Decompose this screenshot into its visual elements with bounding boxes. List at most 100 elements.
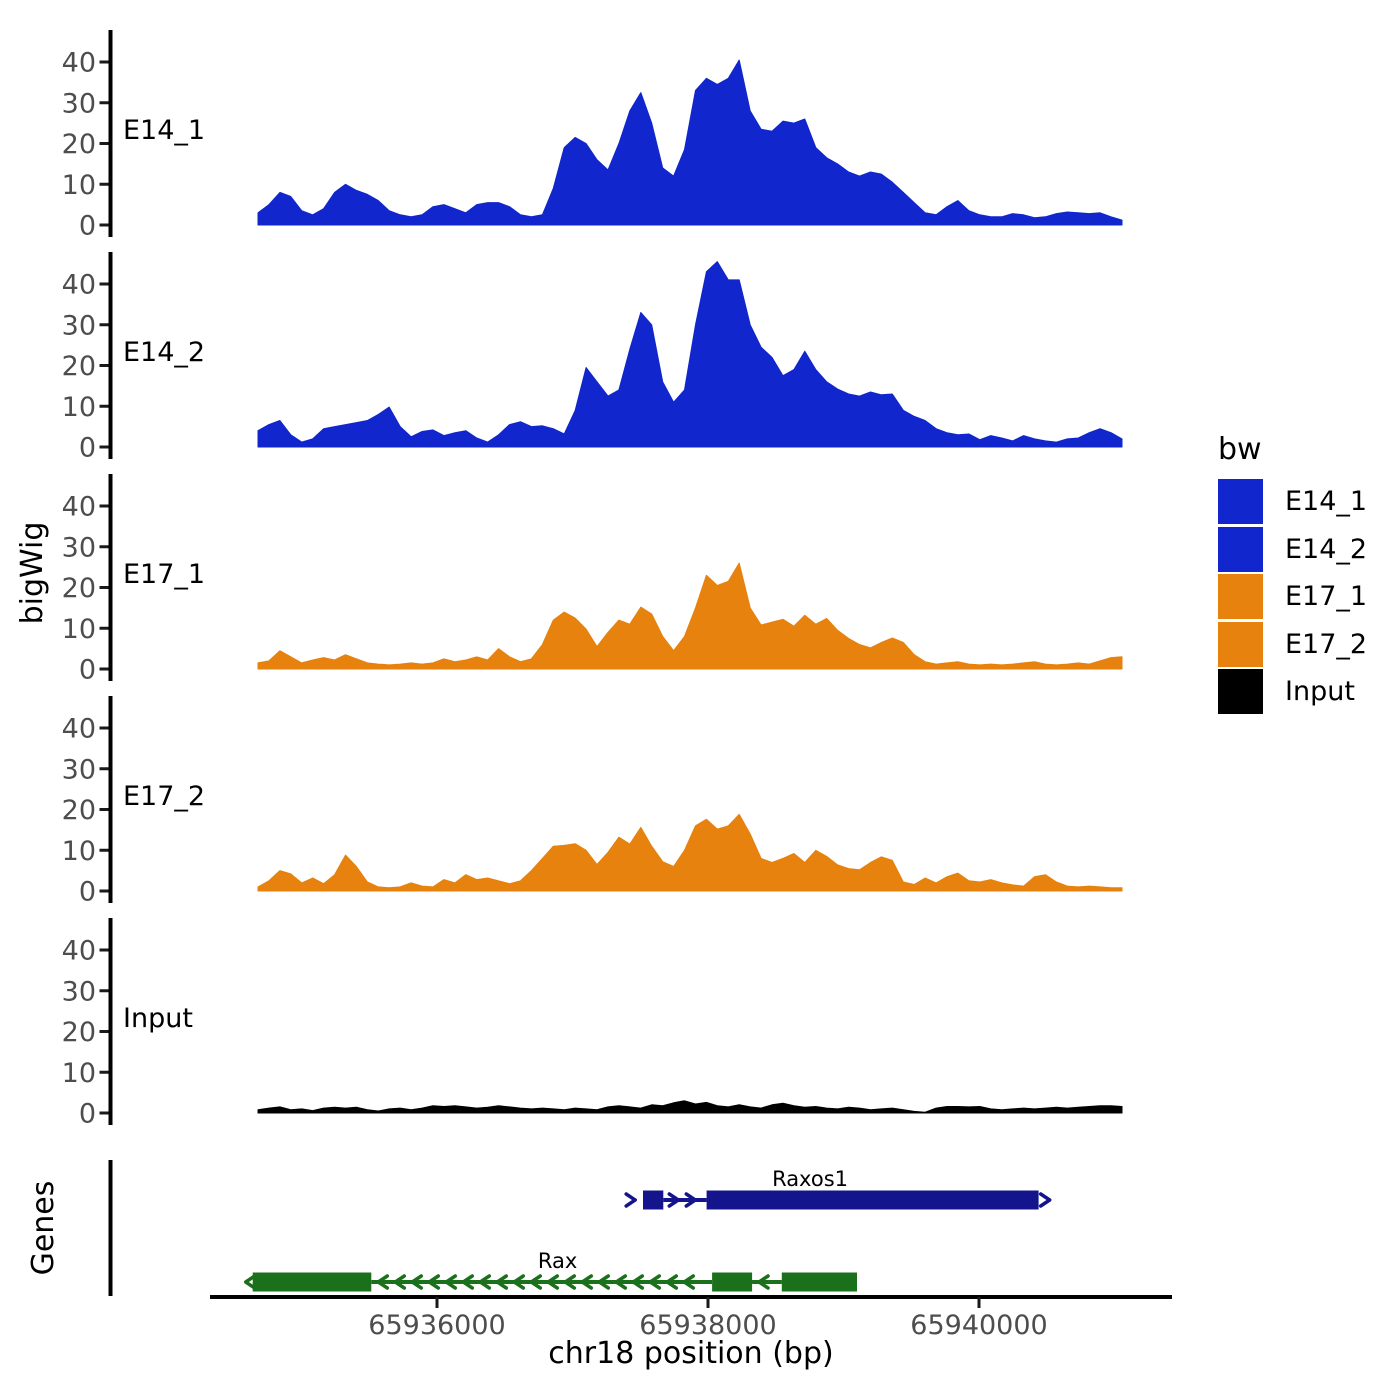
track-panel-E14_2: 0 10 20 30 40 E14_2 — [62, 252, 1123, 464]
y-tick-label: 10 — [62, 614, 96, 645]
y-tick-label: 10 — [62, 836, 96, 867]
y-tick-label: 30 — [62, 976, 96, 1007]
legend-item-E17_1: E17_1 — [1218, 574, 1367, 619]
gene-Rax: Rax — [243, 1249, 857, 1292]
strand-arrow-icon — [648, 1274, 662, 1290]
coverage-area-Input — [257, 1100, 1123, 1114]
y-tick-label: 20 — [62, 129, 96, 160]
y-axis-title: bigWig — [15, 521, 50, 625]
genes-axis-title: Genes — [26, 1180, 61, 1276]
gene-Raxos1: Raxos1 — [624, 1167, 1052, 1210]
legend-label: E14_2 — [1285, 533, 1368, 565]
y-tick-label: 0 — [79, 655, 96, 686]
y-tick-label: 40 — [62, 270, 96, 301]
y-tick-label: 0 — [79, 433, 96, 464]
track-label-E14_2: E14_2 — [123, 337, 205, 368]
strand-arrow-icon — [631, 1274, 645, 1290]
strand-arrow-icon — [393, 1274, 407, 1290]
track-panel-E17_1: 0 10 20 30 40 E17_1 — [62, 474, 1123, 686]
track-label-E17_1: E17_1 — [123, 559, 205, 590]
y-tick-label: 30 — [62, 88, 96, 119]
coverage-area-E17_2 — [257, 813, 1123, 892]
legend-item-E17_2: E17_2 — [1218, 621, 1368, 667]
track-label-E14_1: E14_1 — [123, 115, 205, 146]
track-panel-E17_2: 0 10 20 30 40 E17_2 — [62, 696, 1123, 908]
legend-item-Input: Input — [1218, 669, 1367, 714]
legend-label: Input — [1285, 676, 1355, 707]
strand-arrow-icon — [665, 1274, 679, 1290]
strand-arrow-icon — [529, 1274, 543, 1290]
x-tick-label: 65938000 — [639, 1310, 776, 1341]
strand-arrow-icon — [546, 1274, 560, 1290]
exon-box — [712, 1272, 753, 1292]
x-tick-label: 65936000 — [368, 1310, 505, 1341]
legend-label: E14_1 — [1285, 486, 1368, 517]
strand-arrow-icon — [682, 1274, 696, 1290]
strand-arrow-icon — [580, 1274, 594, 1290]
y-tick-label: 0 — [79, 211, 96, 242]
x-axis: 65936000 65938000 65940000 — [210, 1295, 1172, 1341]
y-tick-label: 10 — [62, 392, 96, 423]
x-tick-label: 65940000 — [910, 1310, 1047, 1341]
y-tick-label: 40 — [62, 48, 96, 79]
legend: bw E14_1 E14_2 E17_1 E17_2 Input — [1218, 432, 1367, 717]
strand-arrow-icon — [684, 1192, 698, 1208]
legend-label: E17_1 — [1285, 581, 1368, 612]
strand-arrow-icon — [243, 1274, 257, 1290]
strand-arrow-icon — [1038, 1192, 1052, 1208]
y-tick-label: 30 — [62, 754, 96, 785]
strand-arrow-icon — [444, 1274, 458, 1290]
exon-box — [643, 1190, 664, 1210]
legend-swatch-icon — [1218, 526, 1263, 572]
y-tick-label: 30 — [62, 532, 96, 563]
y-tick-label: 0 — [79, 877, 96, 908]
y-tick-label: 10 — [62, 1058, 96, 1089]
strand-arrow-icon — [597, 1274, 611, 1290]
strand-arrow-icon — [427, 1274, 441, 1290]
legend-items: E14_1 E14_2 E17_1 E17_2 Input — [1218, 479, 1367, 714]
exon-box — [252, 1272, 372, 1292]
strand-arrow-icon — [512, 1274, 526, 1290]
coverage-area-E14_2 — [257, 261, 1123, 448]
legend-item-E14_1: E14_1 — [1218, 479, 1367, 524]
x-axis-title: chr18 position (bp) — [548, 1336, 834, 1371]
strand-arrow-icon — [495, 1274, 509, 1290]
legend-swatch-icon — [1218, 574, 1263, 619]
strand-arrow-icon — [410, 1274, 424, 1290]
y-tick-label: 20 — [62, 351, 96, 382]
y-tick-label: 0 — [79, 1099, 96, 1130]
coverage-area-E14_1 — [257, 59, 1123, 226]
legend-swatch-icon — [1218, 621, 1263, 667]
y-tick-label: 20 — [62, 573, 96, 604]
gene-label-Raxos1: Raxos1 — [772, 1167, 848, 1191]
legend-swatch-icon — [1218, 479, 1263, 524]
strand-arrow-icon — [667, 1192, 681, 1208]
track-label-Input: Input — [123, 1003, 193, 1034]
strand-arrow-icon — [376, 1274, 390, 1290]
track-panel-E14_1: 0 10 20 30 40 E14_1 — [62, 30, 1123, 242]
gene-label-Rax: Rax — [538, 1249, 577, 1273]
exon-box — [781, 1272, 857, 1292]
strand-arrow-icon — [461, 1274, 475, 1290]
y-tick-label: 40 — [62, 492, 96, 523]
y-tick-label: 40 — [62, 714, 96, 745]
y-tick-label: 30 — [62, 310, 96, 341]
strand-arrow-icon — [563, 1274, 577, 1290]
exon-box — [706, 1190, 1039, 1210]
legend-item-E14_2: E14_2 — [1218, 526, 1368, 572]
y-tick-label: 40 — [62, 936, 96, 967]
strand-arrow-icon — [624, 1192, 637, 1208]
strand-arrow-icon — [478, 1274, 492, 1290]
strand-arrow-icon — [757, 1274, 770, 1290]
legend-swatch-icon — [1218, 669, 1263, 714]
legend-label: E17_2 — [1285, 628, 1368, 660]
coverage-area-E17_1 — [257, 562, 1123, 670]
strand-arrow-icon — [614, 1274, 628, 1290]
y-tick-label: 10 — [62, 170, 96, 201]
y-tick-label: 20 — [62, 1017, 96, 1048]
genes-panel: Raxos1 Rax — [108, 1160, 1052, 1296]
track-panel-Input: 0 10 20 30 40 Input — [62, 918, 1123, 1130]
